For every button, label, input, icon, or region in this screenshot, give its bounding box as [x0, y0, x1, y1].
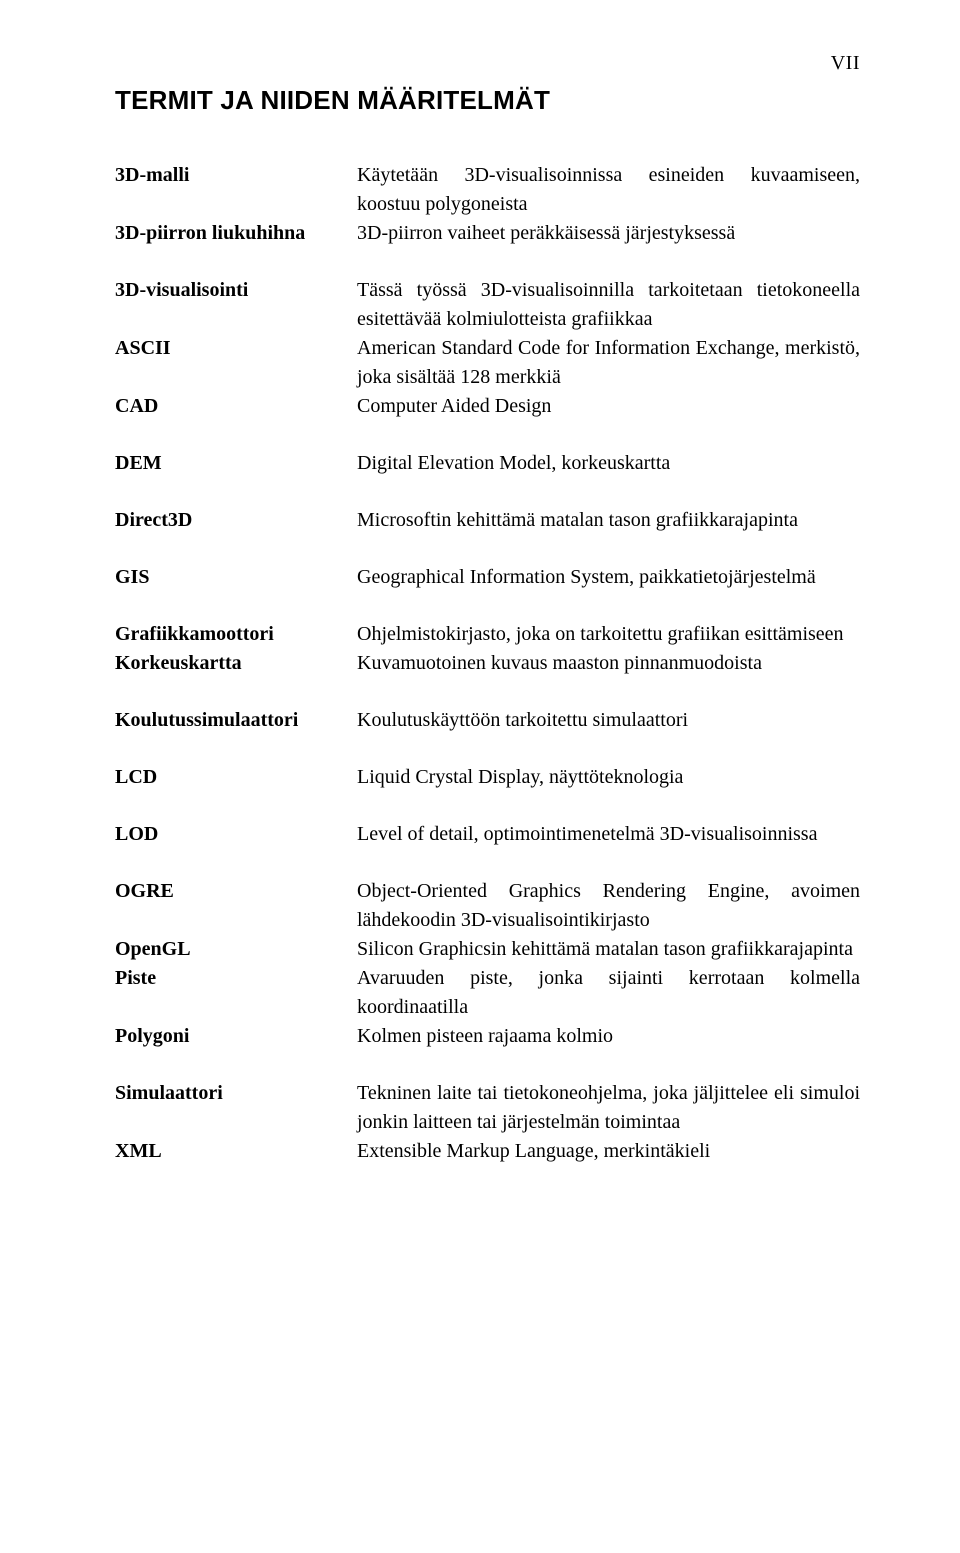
definition-row: Direct3DMicrosoftin kehittämä matalan ta…: [115, 506, 860, 535]
definition: Avaruuden piste, jonka sijainti kerrotaa…: [357, 964, 860, 1022]
group-gap: [115, 735, 860, 763]
group-gap: [115, 592, 860, 620]
term: GIS: [115, 563, 357, 592]
definition-row: PisteAvaruuden piste, jonka sijainti ker…: [115, 964, 860, 1022]
definition-row: SimulaattoriTekninen laite tai tietokone…: [115, 1079, 860, 1137]
term: 3D-visualisointi: [115, 276, 357, 305]
page-number: VII: [115, 52, 860, 75]
group-gap: [115, 421, 860, 449]
definition-row: 3D-malliKäytetään 3D-visualisoinnissa es…: [115, 161, 860, 219]
term: DEM: [115, 449, 357, 478]
term: Grafiikkamoottori: [115, 620, 357, 649]
term: Koulutussimulaattori: [115, 706, 357, 735]
definition-row: 3D-visualisointiTässä työssä 3D-visualis…: [115, 276, 860, 334]
definition-row: KorkeuskarttaKuvamuotoinen kuvaus maasto…: [115, 649, 860, 678]
definition: Extensible Markup Language, merkintäkiel…: [357, 1137, 860, 1166]
term: Korkeuskartta: [115, 649, 357, 678]
term: XML: [115, 1137, 357, 1166]
group-gap: [115, 792, 860, 820]
definition: Tässä työssä 3D-visualisoinnilla tarkoit…: [357, 276, 860, 334]
term: Piste: [115, 964, 357, 993]
definition: Level of detail, optimointimenetelmä 3D-…: [357, 820, 860, 849]
definition: Kolmen pisteen rajaama kolmio: [357, 1022, 860, 1051]
group-gap: [115, 678, 860, 706]
definition: Tekninen laite tai tietokoneohjelma, jok…: [357, 1079, 860, 1137]
definition: Liquid Crystal Display, näyttöteknologia: [357, 763, 860, 792]
definition: Microsoftin kehittämä matalan tason graf…: [357, 506, 860, 535]
group-gap: [115, 1051, 860, 1079]
term: 3D-piirron liukuhihna: [115, 219, 357, 248]
term: OGRE: [115, 877, 357, 906]
definition: Ohjelmistokirjasto, joka on tarkoitettu …: [357, 620, 860, 649]
definition-row: PolygoniKolmen pisteen rajaama kolmio: [115, 1022, 860, 1051]
term: LOD: [115, 820, 357, 849]
term: ASCII: [115, 334, 357, 363]
page-title: TERMIT JA NIIDEN MÄÄRITELMÄT: [115, 85, 860, 116]
definition: Kuvamuotoinen kuvaus maaston pinnanmuodo…: [357, 649, 860, 678]
definition: American Standard Code for Information E…: [357, 334, 860, 392]
definition-row: OpenGLSilicon Graphicsin kehittämä matal…: [115, 935, 860, 964]
definition: Käytetään 3D-visualisoinnissa esineiden …: [357, 161, 860, 219]
group-gap: [115, 248, 860, 276]
term: 3D-malli: [115, 161, 357, 190]
definitions-list: 3D-malliKäytetään 3D-visualisoinnissa es…: [115, 161, 860, 1166]
definition-row: KoulutussimulaattoriKoulutuskäyttöön tar…: [115, 706, 860, 735]
group-gap: [115, 478, 860, 506]
definition-row: OGREObject-Oriented Graphics Rendering E…: [115, 877, 860, 935]
definition: Computer Aided Design: [357, 392, 860, 421]
term: Direct3D: [115, 506, 357, 535]
group-gap: [115, 849, 860, 877]
definition-row: GrafiikkamoottoriOhjelmistokirjasto, jok…: [115, 620, 860, 649]
term: OpenGL: [115, 935, 357, 964]
definition-row: GISGeographical Information System, paik…: [115, 563, 860, 592]
definition: 3D-piirron vaiheet peräkkäisessä järjest…: [357, 219, 860, 248]
definition-row: ASCIIAmerican Standard Code for Informat…: [115, 334, 860, 392]
definition-row: 3D-piirron liukuhihna3D-piirron vaiheet …: [115, 219, 860, 248]
definition-row: LODLevel of detail, optimointimenetelmä …: [115, 820, 860, 849]
definition: Digital Elevation Model, korkeuskartta: [357, 449, 860, 478]
definition-row: CADComputer Aided Design: [115, 392, 860, 421]
definition-row: XMLExtensible Markup Language, merkintäk…: [115, 1137, 860, 1166]
group-gap: [115, 535, 860, 563]
term: LCD: [115, 763, 357, 792]
definition-row: LCDLiquid Crystal Display, näyttöteknolo…: [115, 763, 860, 792]
definition: Object-Oriented Graphics Rendering Engin…: [357, 877, 860, 935]
definition: Silicon Graphicsin kehittämä matalan tas…: [357, 935, 860, 964]
definition-row: DEMDigital Elevation Model, korkeuskartt…: [115, 449, 860, 478]
definition: Geographical Information System, paikkat…: [357, 563, 860, 592]
term: Polygoni: [115, 1022, 357, 1051]
term: CAD: [115, 392, 357, 421]
term: Simulaattori: [115, 1079, 357, 1108]
definition: Koulutuskäyttöön tarkoitettu simulaattor…: [357, 706, 860, 735]
